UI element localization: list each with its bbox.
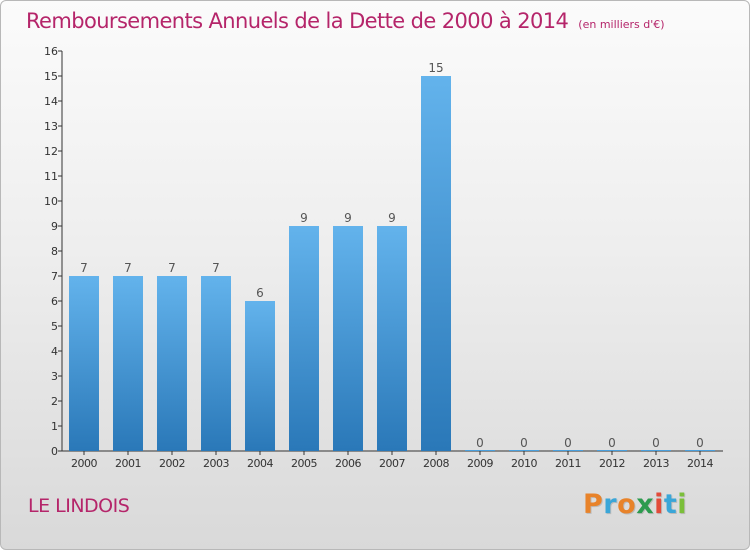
logo-letter: i <box>677 489 688 520</box>
x-tick-label: 2014 <box>687 457 713 470</box>
bar <box>333 226 363 451</box>
data-label: 7 <box>212 261 220 275</box>
proxiti-logo: Proxiti <box>583 489 687 520</box>
logo-letter: P <box>583 489 604 520</box>
bar <box>685 450 715 451</box>
bars: 7 7 7 7 6 9 9 9 15 0 0 0 0 0 0 <box>69 61 715 451</box>
x-tick-label: 2005 <box>291 457 317 470</box>
data-label: 0 <box>608 436 616 450</box>
x-tick-label: 2000 <box>71 457 97 470</box>
bar <box>465 450 495 451</box>
y-tick-label: 6 <box>51 295 58 308</box>
x-tick-label: 2008 <box>423 457 449 470</box>
logo-letter: o <box>617 489 637 520</box>
data-label: 9 <box>388 211 396 225</box>
x-tick-label: 2012 <box>599 457 625 470</box>
y-tick-label: 10 <box>44 195 58 208</box>
data-label: 0 <box>696 436 704 450</box>
data-label: 9 <box>300 211 308 225</box>
bar <box>69 276 99 451</box>
x-tick-label: 2001 <box>115 457 141 470</box>
x-tick-label: 2002 <box>159 457 185 470</box>
logo-letter: r <box>603 489 618 520</box>
x-tick-label: 2013 <box>643 457 669 470</box>
logo-letter: t <box>663 489 678 520</box>
bar <box>157 276 187 451</box>
y-tick-label: 5 <box>51 320 58 333</box>
x-axis: 2000 2001 2002 2003 2004 2005 2006 2007 2008 2009… <box>62 450 723 470</box>
data-label: 0 <box>520 436 528 450</box>
logo-letter: i <box>654 489 664 520</box>
data-label: 7 <box>168 261 176 275</box>
y-tick-label: 15 <box>44 70 58 83</box>
y-tick-label: 8 <box>51 245 58 258</box>
data-label: 0 <box>476 436 484 450</box>
place-name: LE LINDOIS <box>28 495 130 517</box>
x-tick-label: 2009 <box>467 457 493 470</box>
bar <box>553 450 583 451</box>
bar <box>113 276 143 451</box>
chart-title: Remboursements Annuels de la Dette de 20… <box>26 9 665 33</box>
x-tick-label: 2004 <box>247 457 273 470</box>
y-tick-label: 14 <box>44 95 58 108</box>
data-label: 7 <box>124 261 132 275</box>
y-tick-label: 0 <box>51 445 58 458</box>
bar <box>201 276 231 451</box>
x-tick-label: 2011 <box>555 457 581 470</box>
title-text: Remboursements Annuels de la Dette de 20… <box>26 9 569 33</box>
bar <box>641 450 671 451</box>
y-tick-label: 12 <box>44 145 58 158</box>
data-label: 0 <box>652 436 660 450</box>
bar <box>377 226 407 451</box>
y-tick-label: 2 <box>51 395 58 408</box>
data-label: 6 <box>256 286 264 300</box>
x-tick-label: 2003 <box>203 457 229 470</box>
y-tick-label: 9 <box>51 220 58 233</box>
y-tick-label: 3 <box>51 370 58 383</box>
bar <box>509 450 539 451</box>
bar <box>421 76 451 451</box>
bar <box>597 450 627 451</box>
logo-letter: x <box>636 489 655 520</box>
bar <box>245 301 275 451</box>
y-tick-label: 11 <box>44 170 58 183</box>
data-label: 15 <box>428 61 443 75</box>
x-tick-label: 2006 <box>335 457 361 470</box>
y-tick-label: 4 <box>51 345 58 358</box>
data-label: 9 <box>344 211 352 225</box>
y-tick-label: 1 <box>51 420 58 433</box>
y-tick-label: 13 <box>44 120 58 133</box>
data-label: 0 <box>564 436 572 450</box>
x-tick-label: 2007 <box>379 457 405 470</box>
chart-subtitle: (en milliers d'€) <box>578 18 665 31</box>
bar <box>289 226 319 451</box>
y-tick-label: 16 <box>44 45 58 58</box>
y-tick-label: 7 <box>51 270 58 283</box>
data-label: 7 <box>80 261 88 275</box>
x-tick-label: 2010 <box>511 457 537 470</box>
